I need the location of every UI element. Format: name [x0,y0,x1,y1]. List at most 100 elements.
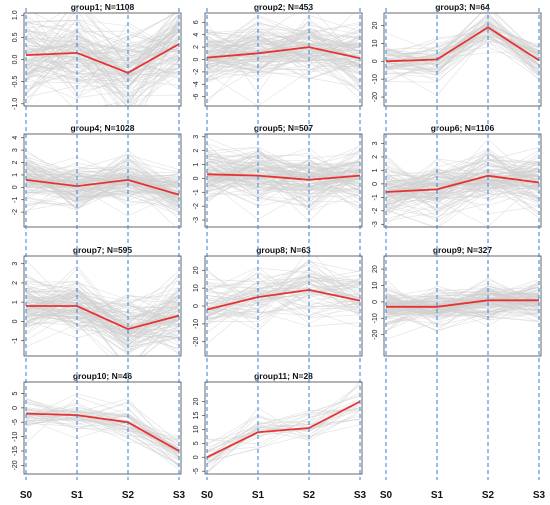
y-tick-label: -1 [12,197,19,203]
x-category-label: S3 [173,490,186,501]
background-profiles [206,382,361,474]
y-tick-label: 2 [372,155,379,159]
y-tick-label: 3 [12,262,19,266]
y-tick-label: 20 [372,265,379,273]
background-profiles [385,138,540,227]
y-tick-label: 2 [12,160,19,164]
y-tick-label: -20 [193,337,200,347]
x-category-label: S1 [252,490,265,501]
panel-group2: group2; N=453 -6 -4 -2 0 2 4 6 [193,2,363,107]
background-profiles [25,260,180,356]
stage-dividers [25,8,540,480]
chart-panels: group1; N=1108 -1.0 -0.5 0.0 0.5 1.0 group2; N… [12,2,542,475]
y-tick-label: -20 [372,92,379,102]
mean-line [206,400,361,459]
y-tick-label: -15 [12,446,19,456]
y-tick-label: 3 [193,135,200,139]
y-tick-label: 5 [193,441,200,445]
mean-line [26,305,180,331]
panel-frame [23,255,182,357]
panel-title: group9; N=327 [433,245,493,255]
y-tick-label: -2 [193,203,200,209]
x-category-label: S3 [533,490,546,501]
panel-frame [204,381,363,475]
y-tick-label: 20 [193,398,200,406]
mean-line [25,178,180,196]
y-tick-label: 2 [12,281,19,285]
x-category-label: S0 [380,490,393,501]
y-tick-label: -1 [193,189,200,195]
y-tick-label: -4 [193,81,200,87]
y-tick-label: 0 [193,176,200,180]
y-tick-label: 10 [372,282,379,290]
y-tick-label: 0.0 [12,55,19,65]
panel-group5: group5; N=507 -3 -2 -1 0 1 2 3 [193,123,363,228]
x-category-label: S2 [482,490,495,501]
y-tick-label: 4 [193,33,200,37]
panel-title: group2; N=453 [254,2,314,12]
panel-group8: group8; N=63 -20 -10 0 10 20 [193,245,363,357]
y-tick-label: 3 [12,148,19,152]
y-tick-label: 10 [193,284,200,292]
y-tick-label: -2 [372,208,379,214]
y-tick-label: 2 [193,149,200,153]
y-tick-label: -5 [193,468,200,474]
y-tick-label: -10 [12,431,19,441]
y-tick-label: -3 [372,221,379,227]
background-profiles [25,150,180,227]
y-tick-label: 0 [193,455,200,459]
background-profiles [385,277,540,340]
background-profiles [385,13,540,96]
panel-title: group3; N=64 [435,2,490,12]
mean-line [385,174,540,193]
panel-title: group11; N=28 [254,371,313,381]
y-tick-label: -20 [372,330,379,340]
panel-title: group10; N=46 [73,371,133,381]
y-tick-label: -6 [193,93,200,99]
panel-group1: group1; N=1108 -1.0 -0.5 0.0 0.5 1.0 [12,2,182,110]
y-tick-label: -2 [12,209,19,215]
x-category-label: S0 [201,490,214,501]
x-category-label: S2 [122,490,135,501]
y-tick-label: -5 [12,419,19,425]
y-tick-label: 1 [12,300,19,304]
panel-title: group5; N=507 [254,123,314,133]
y-tick-label: -1 [372,194,379,200]
panel-title: group8; N=63 [256,245,311,255]
panel-frame [204,133,363,228]
background-profiles [25,393,180,470]
x-axis-labels: S0 S1 S2 S3 S0 S1 S2 S3 S0 S1 S2 S3 [20,490,546,501]
x-category-label: S1 [431,490,444,501]
panel-frame [383,12,542,107]
panel-group3: group3; N=64 -20 -10 0 10 20 [372,2,542,107]
y-tick-label: -10 [193,319,200,329]
y-tick-label: -2 [193,69,200,75]
y-tick-label: -20 [12,460,19,470]
x-category-label: S3 [354,490,367,501]
y-tick-label: -3 [193,217,200,223]
y-tick-label: 0.5 [12,32,19,42]
y-tick-label: 4 [12,136,19,140]
panel-title: group1; N=1108 [71,2,135,12]
y-tick-label: -0.5 [12,76,19,88]
panel-group11: group11; N=28 -5 0 5 10 15 20 [193,371,363,475]
y-tick-label: 0 [193,304,200,308]
mean-line [25,412,180,452]
panel-frame [383,255,542,357]
y-tick-label: 5 [12,391,19,395]
y-tick-label: -10 [372,313,379,323]
y-tick-label: 0 [12,406,19,410]
x-category-label: S0 [20,490,33,501]
panel-group10: group10; N=46 -20 -15 -10 -5 0 5 [12,371,182,475]
y-tick-label: 0 [193,57,200,61]
y-tick-label: -1 [12,337,19,343]
background-profiles [25,13,180,106]
y-tick-label: 0 [372,59,379,63]
y-tick-label: 0 [12,319,19,323]
y-tick-label: 1 [12,173,19,177]
y-tick-label: -10 [372,74,379,84]
background-profiles [206,137,361,222]
y-tick-label: -1.0 [12,98,19,110]
panel-title: group6; N=1106 [431,123,495,133]
